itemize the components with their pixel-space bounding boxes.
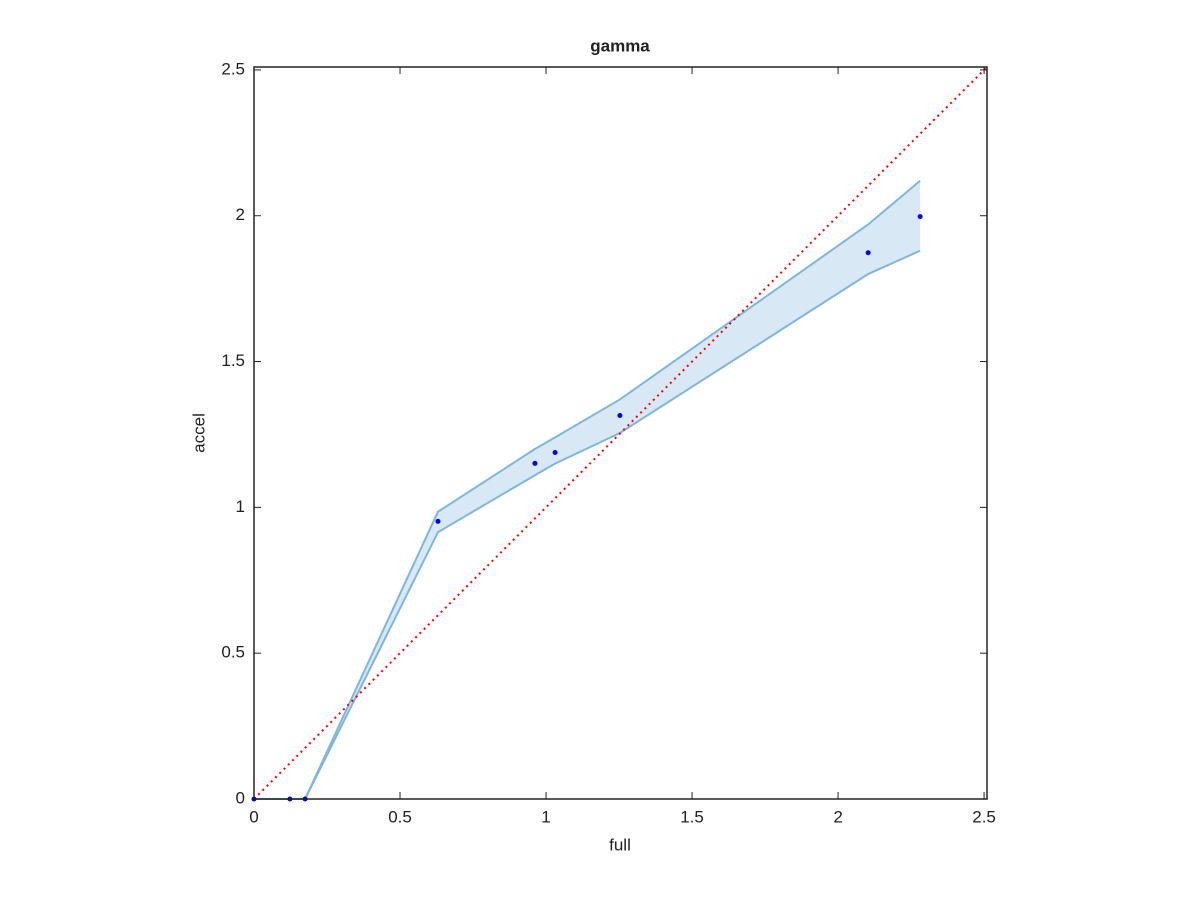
- point: [435, 518, 441, 524]
- diagonal-line: [253, 66, 988, 800]
- x-tick-label: 0: [249, 807, 258, 826]
- band-lower: [254, 249, 921, 800]
- axes-box: [253, 66, 988, 800]
- point: [917, 214, 923, 220]
- x-axis-label: full: [609, 835, 631, 854]
- x-tick-label: 0.5: [388, 807, 412, 826]
- x-tick-label: 1: [541, 807, 550, 826]
- y-tick-label: 1: [236, 497, 245, 516]
- x-tick-label: 2.5: [972, 807, 996, 826]
- y-tick-label: 0: [236, 788, 245, 807]
- chart-title: gamma: [590, 36, 650, 55]
- y-tick-label: 0.5: [221, 643, 245, 662]
- y-tick-label: 2.5: [221, 59, 245, 78]
- point: [552, 450, 558, 456]
- point: [617, 413, 623, 419]
- y-tick-label: 2: [236, 205, 245, 224]
- point: [532, 460, 538, 466]
- x-tick-label: 2: [833, 807, 842, 826]
- x-tick-label: 1.5: [680, 807, 704, 826]
- band-area: [254, 180, 921, 799]
- y-axis-label: accel: [189, 413, 208, 453]
- y-tick-label: 1.5: [221, 351, 245, 370]
- point: [865, 250, 871, 256]
